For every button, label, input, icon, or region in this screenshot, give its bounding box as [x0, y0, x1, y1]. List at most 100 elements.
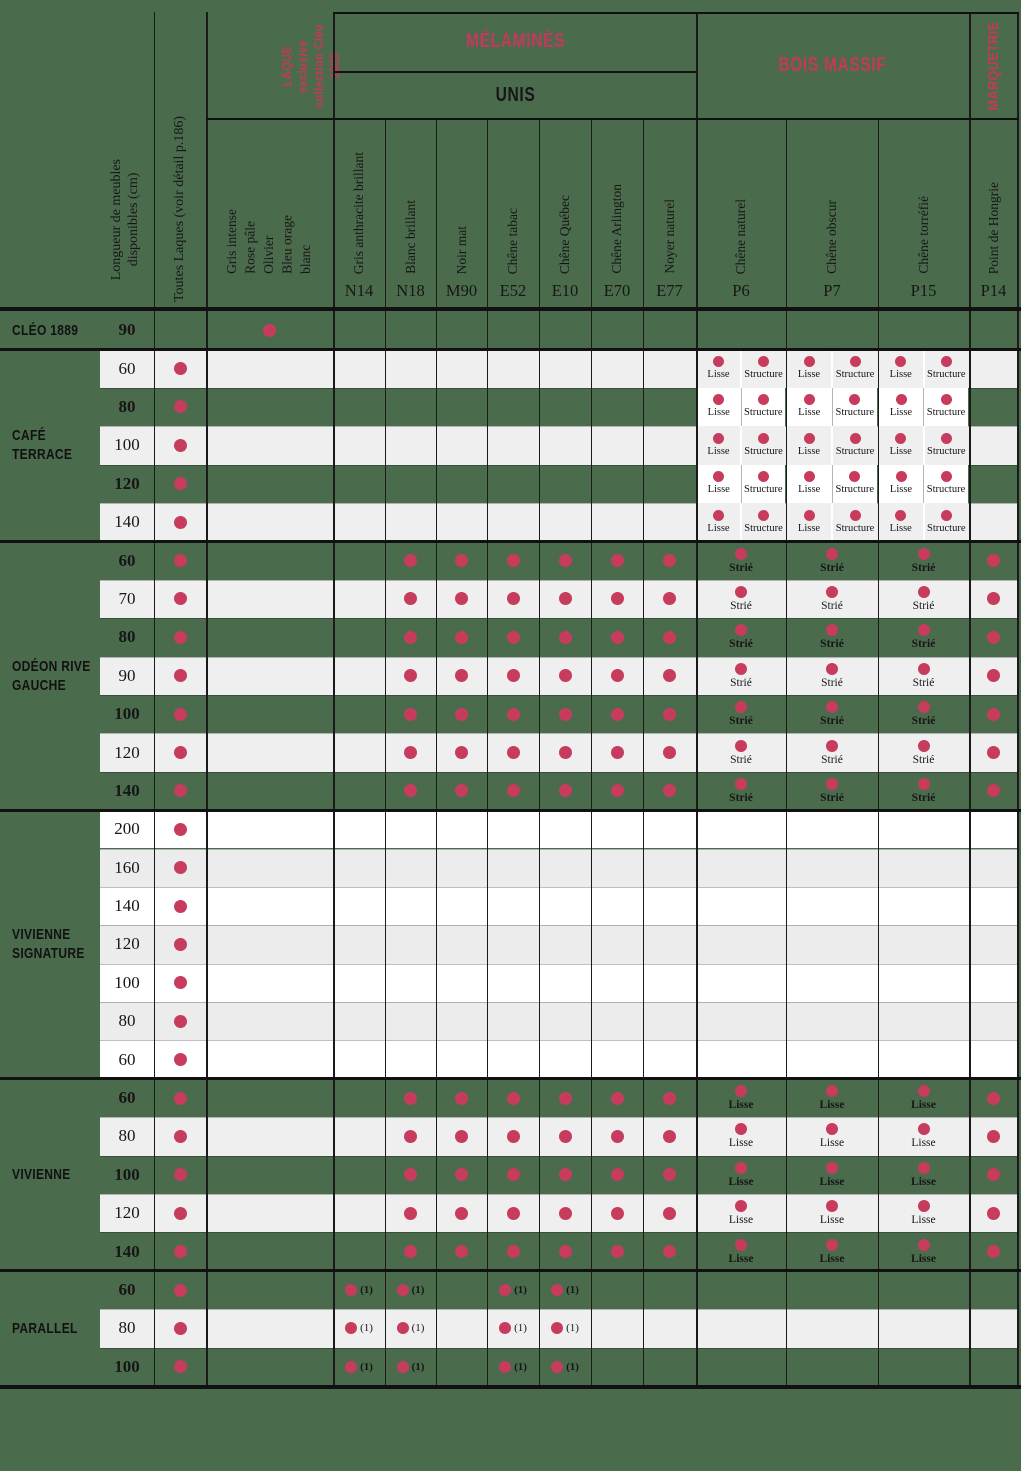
availability-dot	[803, 356, 815, 368]
availability-cell-e10: (1)	[539, 1348, 591, 1386]
availability-cell-e10	[539, 733, 591, 771]
availability-dot	[558, 784, 572, 798]
availability-dot	[917, 585, 930, 598]
laque-color-list: Gris intense Rose pâle Olivier Bleu orag…	[206, 118, 333, 308]
finish-sub-cell-structure: Structure	[740, 387, 785, 427]
finish-label: Lisse	[707, 407, 730, 419]
finish-label: Lisse	[707, 522, 730, 534]
grid-line-v	[969, 12, 971, 1389]
availability-dot	[404, 1206, 417, 1220]
availability-cell-tl	[154, 964, 206, 1002]
group-label-text: ODÉON RIVE GAUCHE	[12, 657, 91, 694]
availability-dot	[803, 394, 815, 406]
finish-label: Lisse	[798, 407, 821, 419]
availability-dot	[610, 592, 624, 606]
availability-cell-p14	[969, 657, 1018, 695]
finish-label: Strié	[730, 753, 752, 766]
availability-dot	[558, 592, 572, 606]
availability-cell-m90	[436, 541, 487, 579]
column-code-p7: P7	[823, 281, 841, 300]
finish-sub-cell-lisse: Lisse	[787, 349, 831, 388]
availability-dot	[455, 630, 468, 644]
availability-cell-p6: Lisse	[696, 1194, 786, 1232]
availability-dot	[895, 394, 907, 406]
availability-cell-p7: Lisse Structure	[787, 502, 877, 542]
availability-cell-laque	[206, 311, 333, 349]
row-length-value: 90	[118, 665, 136, 685]
finish-label: Structure	[744, 369, 783, 381]
finish-label: Structure	[926, 484, 966, 496]
availability-cell-e70	[591, 541, 643, 579]
availability-dot	[455, 784, 468, 798]
row-divider	[100, 656, 1019, 658]
availability-dot	[345, 1284, 358, 1296]
unis-group-header: UNIS	[335, 73, 696, 118]
finish-label: Strié	[911, 638, 936, 651]
availability-cell-e70	[591, 695, 643, 733]
finish-label: Lisse	[889, 522, 912, 534]
finish-sub-cell-structure: Structure	[923, 387, 968, 427]
availability-dot	[173, 362, 187, 376]
row-length-value: 80	[118, 1011, 136, 1031]
availability-cell-p15: Lisse Structure	[879, 387, 968, 427]
finish-sub-cell-lisse: Lisse	[879, 502, 923, 542]
row-length-value: 70	[118, 588, 136, 608]
grid-line-h	[0, 1269, 1021, 1273]
availability-dot	[173, 784, 187, 798]
column-label-e52: Chêne tabac	[505, 207, 520, 274]
availability-dot	[987, 707, 1000, 721]
availability-dot	[455, 592, 468, 606]
column-header-e10: Chêne Québec E10	[539, 118, 591, 308]
availability-dot	[803, 509, 815, 521]
availability-cell-e70	[591, 1194, 643, 1232]
availability-dot	[173, 1283, 187, 1297]
grid-line-v	[786, 118, 787, 1389]
column-header-m90: Noir mat M90	[436, 118, 487, 308]
availability-dot	[173, 1360, 187, 1374]
availability-cell-e77	[643, 733, 696, 771]
row-divider	[100, 963, 1019, 965]
availability-dot	[849, 394, 861, 406]
availability-cell-p6: Lisse	[696, 1232, 786, 1270]
availability-cell-e70	[591, 657, 643, 695]
availability-cell-e70	[591, 618, 643, 656]
availability-note: (1)	[360, 1322, 373, 1335]
finish-sub-cell-lisse: Lisse	[697, 349, 740, 388]
availability-dot	[713, 509, 724, 521]
availability-cell-p6: Strié	[696, 733, 786, 771]
finish-label: Lisse	[819, 1252, 845, 1265]
availability-dot	[396, 1322, 409, 1335]
availability-cell-p15: Strié	[878, 618, 969, 656]
finish-label: Structure	[927, 445, 966, 457]
availability-dot	[757, 394, 769, 406]
availability-dot	[826, 624, 838, 637]
availability-dot	[610, 1091, 624, 1105]
row-length-value: 140	[114, 896, 140, 916]
availability-cell-p6: Lisse	[696, 1079, 786, 1117]
finish-label: Lisse	[911, 1175, 936, 1188]
availability-cell-p14	[969, 541, 1018, 579]
availability-dot	[826, 1161, 838, 1174]
availability-dot	[940, 509, 952, 521]
availability-dot	[610, 1168, 624, 1182]
grid-line-v	[539, 118, 540, 1389]
availability-dot	[940, 471, 952, 483]
availability-cell-e52	[487, 772, 539, 810]
availability-dot	[735, 777, 747, 790]
availability-dot	[987, 1091, 1000, 1105]
group-label-parallel: PARALLEL	[12, 1271, 142, 1386]
availability-cell-n18	[385, 1232, 436, 1270]
availability-cell-p7: Strié	[786, 733, 878, 771]
grid-line-v	[436, 118, 437, 1389]
row-divider	[100, 771, 1019, 773]
finish-label: Lisse	[797, 522, 821, 534]
column-label-e10: Chêne Québec	[557, 194, 572, 274]
row-length-value: 140	[114, 780, 140, 800]
availability-cell-m90	[436, 733, 487, 771]
finish-sub-cell-structure: Structure	[831, 464, 877, 503]
row-length-value: 60	[118, 550, 136, 570]
column-label-n18: Blanc brillant	[402, 200, 418, 274]
availability-cell-p6: Strié	[696, 695, 786, 733]
availability-cell-p7: Strié	[786, 541, 878, 579]
